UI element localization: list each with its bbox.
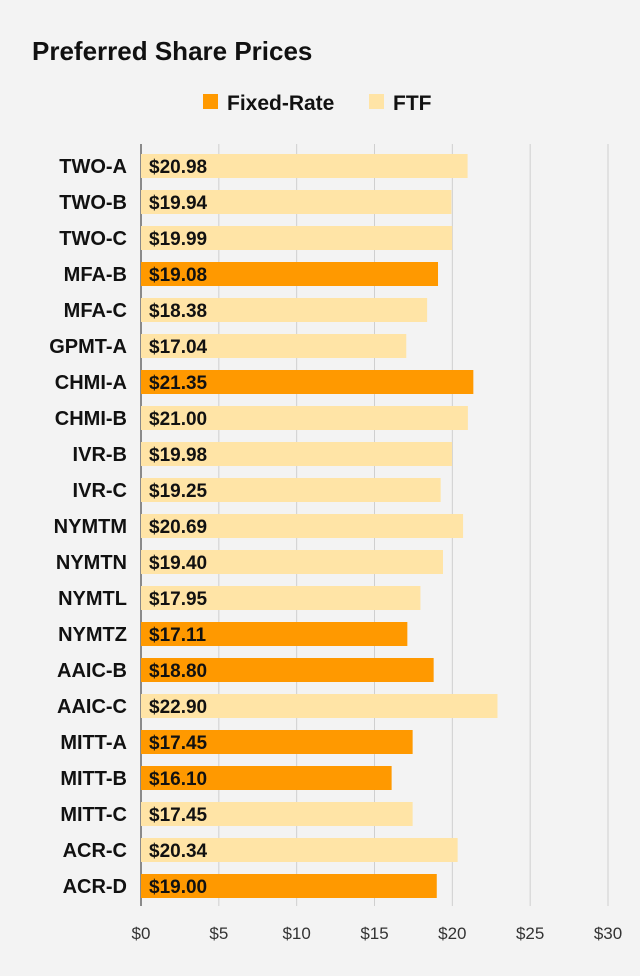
- bar-two-b: [141, 190, 452, 214]
- category-label: TWO-C: [59, 228, 127, 250]
- category-labels: TWO-A TWO-B TWO-C MFA-B MFA-C GPMT-A CHMI-A CHM…: [49, 156, 127, 898]
- category-label: CHMI-A: [55, 372, 127, 394]
- value-label: $19.25: [149, 481, 208, 502]
- category-label: MITT-A: [60, 732, 127, 754]
- legend: Fixed-Rate FTF: [203, 92, 432, 115]
- category-label: NYMTL: [58, 588, 127, 610]
- value-label: $19.94: [149, 193, 208, 214]
- x-tick-label: $30: [594, 924, 622, 943]
- bar-aaic-b: [141, 658, 434, 682]
- category-label: ACR-D: [63, 876, 127, 898]
- category-label: TWO-A: [59, 156, 127, 178]
- value-label: $17.45: [149, 733, 208, 754]
- category-label: AAIC-B: [57, 660, 127, 682]
- legend-label-ftf: FTF: [393, 92, 432, 115]
- bar-acr-c: [141, 838, 458, 862]
- category-label: MFA-C: [64, 300, 127, 322]
- value-label: $19.99: [149, 229, 207, 250]
- value-label: $20.34: [149, 841, 208, 862]
- value-label: $20.69: [149, 517, 207, 538]
- bar-ivr-c: [141, 478, 441, 502]
- x-tick-label: $15: [360, 924, 388, 943]
- bar-two-a: [141, 154, 468, 178]
- bar-chmi-b: [141, 406, 468, 430]
- value-label: $17.95: [149, 589, 208, 610]
- bar-mfa-c: [141, 298, 428, 322]
- bar-mitt-b: [141, 766, 392, 790]
- x-tick-label: $0: [132, 924, 151, 943]
- bar-nymtn: [141, 550, 443, 574]
- value-label: $19.00: [149, 877, 207, 898]
- value-label: $20.98: [149, 157, 207, 178]
- x-tick-label: $20: [438, 924, 466, 943]
- bar-nymtm: [141, 514, 464, 538]
- value-label: $19.40: [149, 553, 207, 574]
- bar-two-c: [141, 226, 453, 250]
- bar-gpmt-a: [141, 334, 407, 358]
- bar-nymtz: [141, 622, 408, 646]
- bar-mitt-a: [141, 730, 413, 754]
- value-label: $18.80: [149, 661, 207, 682]
- category-label: CHMI-B: [55, 408, 127, 430]
- value-label: $17.04: [149, 337, 208, 358]
- category-label: AAIC-C: [57, 696, 127, 718]
- category-label: TWO-B: [59, 192, 127, 214]
- category-label: ACR-C: [63, 840, 127, 862]
- value-label: $16.10: [149, 769, 207, 790]
- value-label: $21.00: [149, 409, 207, 430]
- bar-mitt-c: [141, 802, 413, 826]
- x-tick-label: $10: [282, 924, 310, 943]
- bar-nymtl: [141, 586, 421, 610]
- value-label: $19.98: [149, 445, 207, 466]
- category-label: MITT-C: [60, 804, 127, 826]
- category-label: MFA-B: [64, 264, 127, 286]
- legend-label-fixed-rate: Fixed-Rate: [227, 92, 334, 115]
- category-label: MITT-B: [60, 768, 127, 790]
- category-label: NYMTM: [54, 516, 127, 538]
- legend-swatch-ftf: [369, 94, 384, 109]
- bar-mfa-b: [141, 262, 439, 286]
- category-label: GPMT-A: [49, 336, 127, 358]
- bar-chmi-a: [141, 370, 474, 394]
- value-label: $17.45: [149, 805, 208, 826]
- category-label: IVR-C: [73, 480, 127, 502]
- category-label: NYMTZ: [58, 624, 127, 646]
- x-tick-label: $5: [209, 924, 228, 943]
- bars: [141, 154, 498, 898]
- value-label: $17.11: [149, 625, 206, 646]
- x-tick-label: $25: [516, 924, 544, 943]
- chart-title: Preferred Share Prices: [32, 36, 312, 66]
- value-label: $22.90: [149, 697, 207, 718]
- value-label: $18.38: [149, 301, 207, 322]
- bar-ivr-b: [141, 442, 453, 466]
- category-label: NYMTN: [56, 552, 127, 574]
- value-label: $19.08: [149, 265, 207, 286]
- category-label: IVR-B: [73, 444, 127, 466]
- value-labels: $20.98 $19.94 $19.99 $19.08 $18.38 $17.04 $21.…: [149, 157, 208, 898]
- bar-aaic-c: [141, 694, 498, 718]
- bar-acr-d: [141, 874, 437, 898]
- x-tick-labels: $0 $5 $10 $15 $20 $25 $30: [132, 924, 623, 943]
- legend-swatch-fixed-rate: [203, 94, 218, 109]
- value-label: $21.35: [149, 373, 208, 394]
